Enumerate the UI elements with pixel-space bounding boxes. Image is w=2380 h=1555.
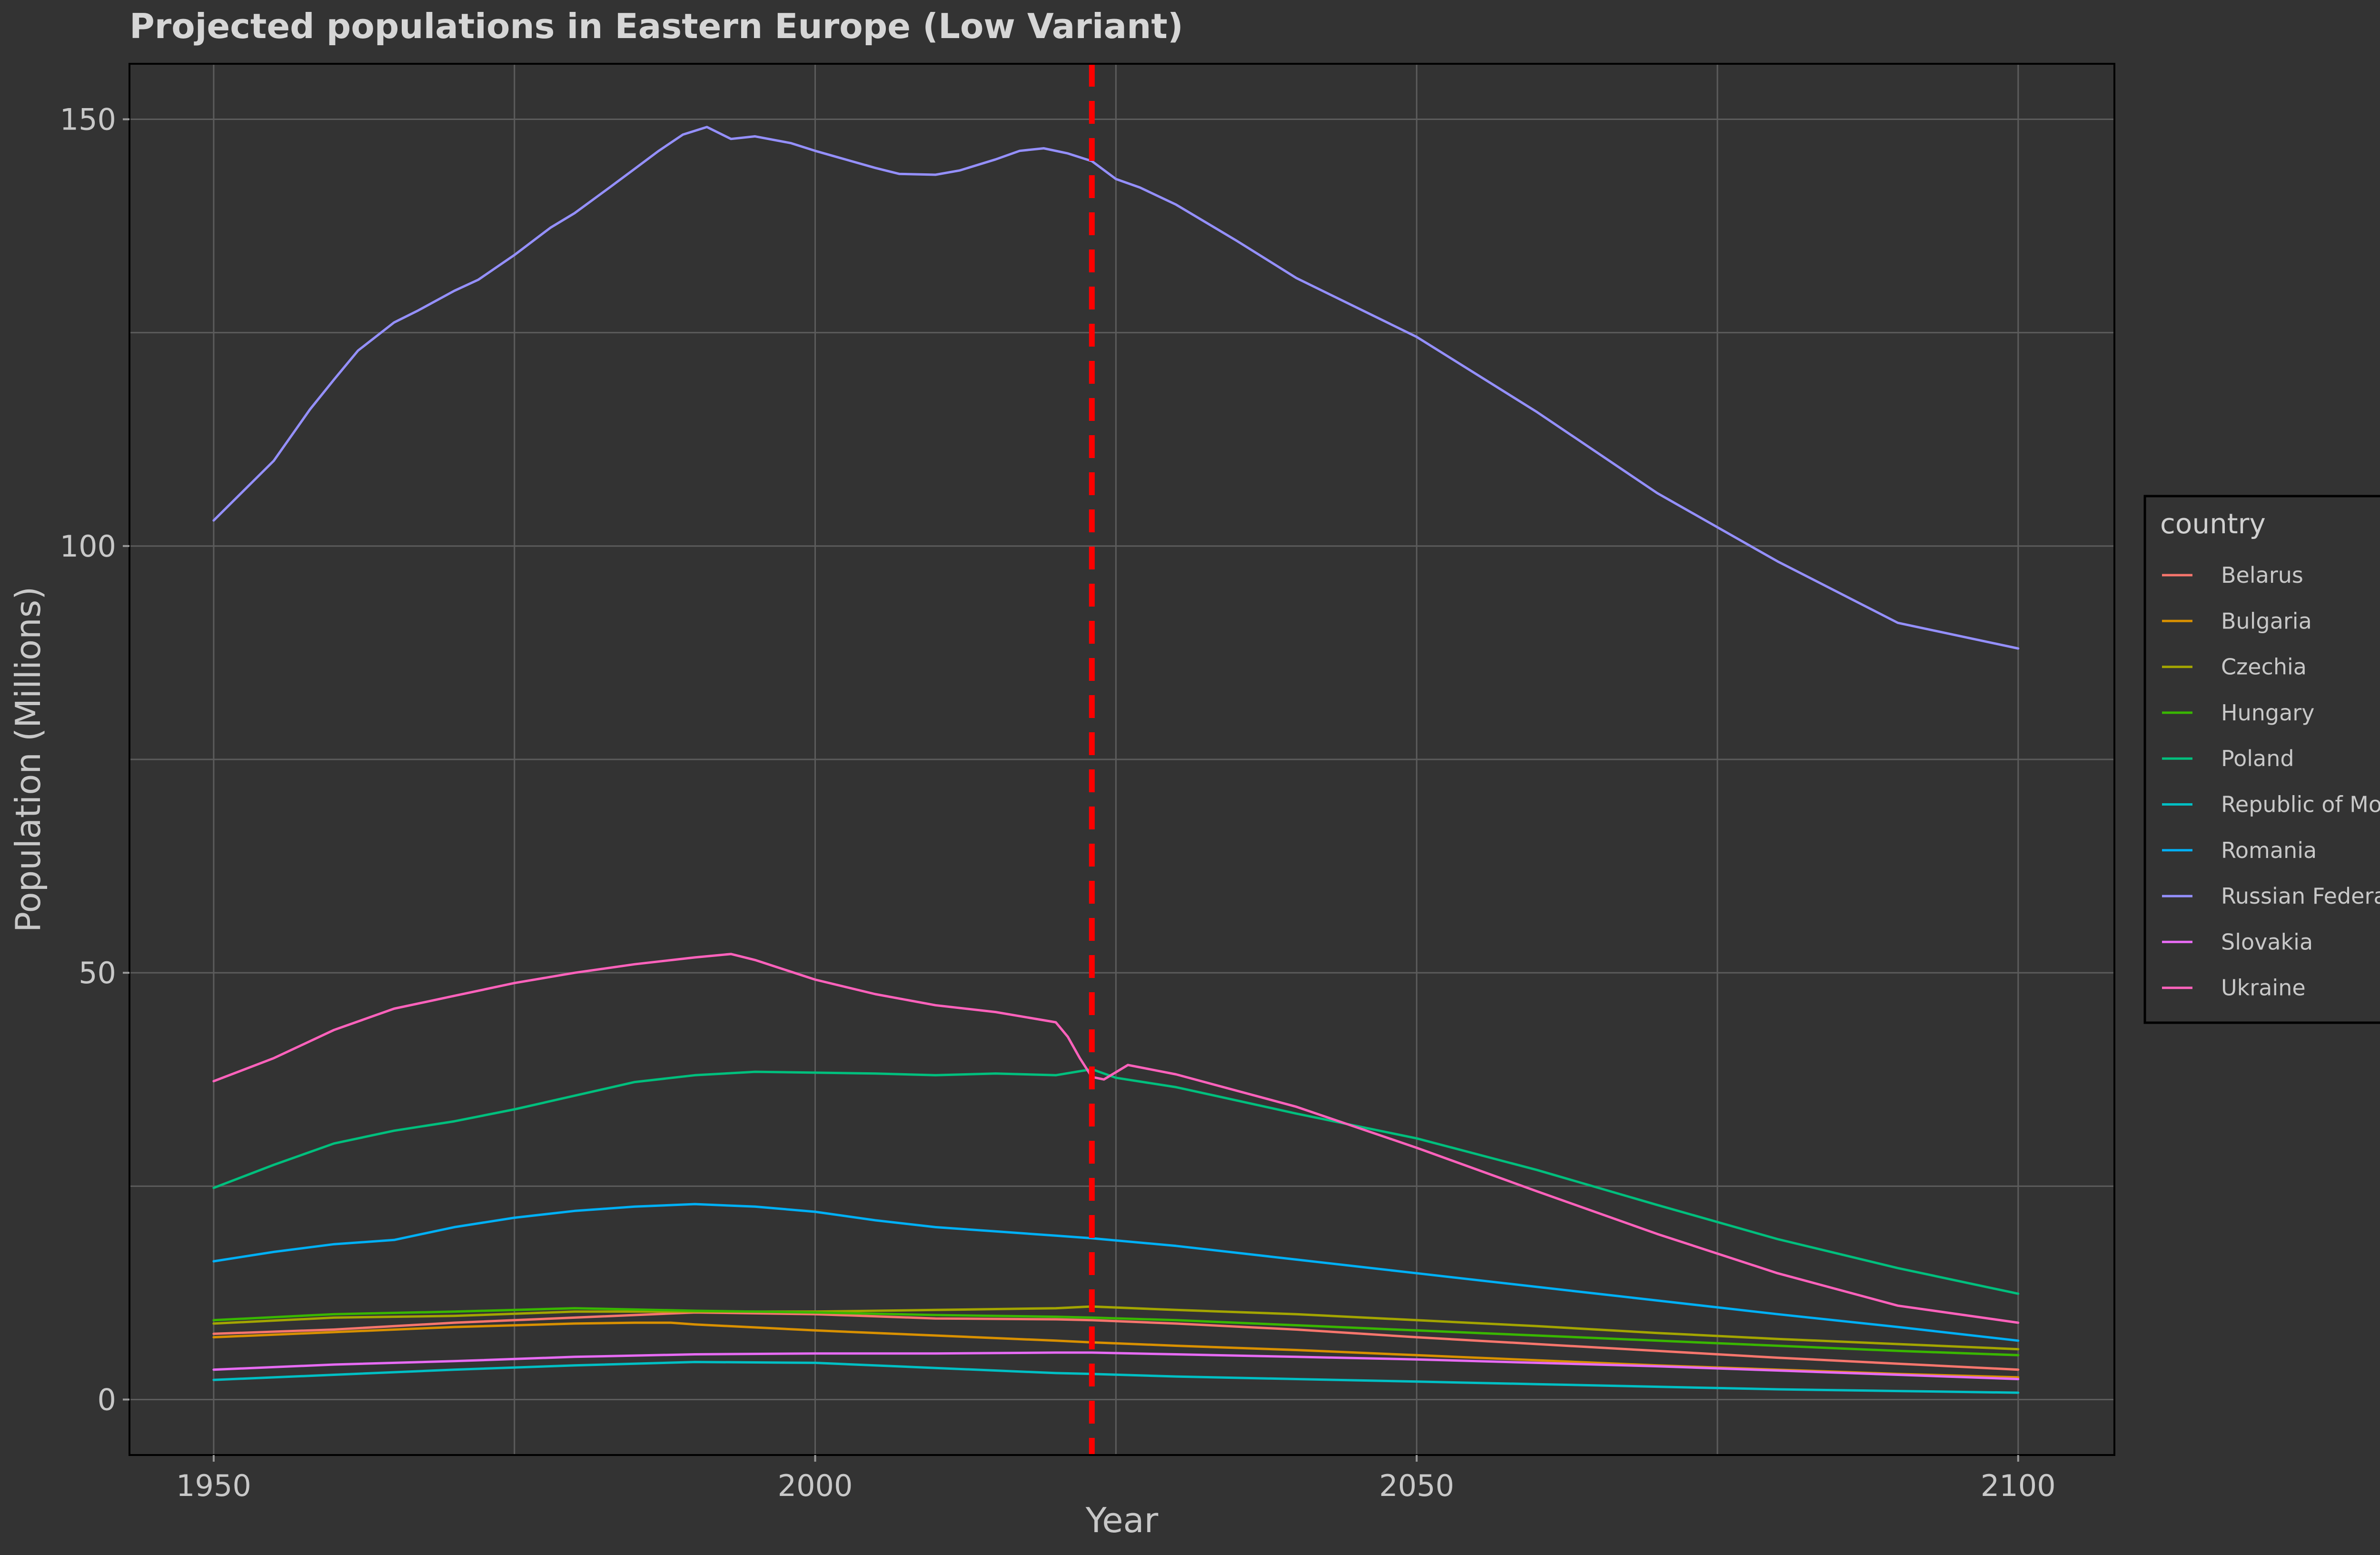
series-line-belarus xyxy=(212,1311,2020,1371)
y-axis-title: Population (Millions) xyxy=(8,587,48,933)
legend-items: Belarus Bulgaria Czechia Hungary Poland Repub… xyxy=(2162,562,2380,1001)
legend-title: country xyxy=(2160,508,2266,540)
legend-label-czechia: Czechia xyxy=(2221,654,2307,680)
y-tick-label: 50 xyxy=(79,956,116,990)
axis-ticks: 0 50 100 150 1950 2000 2050 2100 xyxy=(60,102,2056,1503)
x-tick-label: 2100 xyxy=(1981,1468,2056,1503)
legend-label-belarus: Belarus xyxy=(2221,562,2303,588)
y-tick-label: 150 xyxy=(60,102,116,137)
y-tick-label: 100 xyxy=(60,529,116,564)
legend: country Belarus Bulgaria Czechia Hungary Pol… xyxy=(2143,495,2380,1024)
legend-label-bulgaria: Bulgaria xyxy=(2221,608,2312,634)
series-line-hungary xyxy=(212,1307,2020,1356)
series-line-russian-federation xyxy=(212,126,2020,650)
legend-label-russian-federation: Russian Federation xyxy=(2221,883,2380,909)
legend-label-hungary: Hungary xyxy=(2221,700,2314,726)
x-tick-label: 1950 xyxy=(176,1468,251,1503)
legend-label-republic-of-moldova: Republic of Moldova xyxy=(2221,792,2380,817)
legend-label-poland: Poland xyxy=(2221,746,2294,771)
legend-label-slovakia: Slovakia xyxy=(2221,929,2313,955)
x-axis-title: Year xyxy=(1085,1500,1159,1540)
y-tick-label: 0 xyxy=(98,1382,116,1417)
gridlines xyxy=(129,64,2114,1455)
legend-label-ukraine: Ukraine xyxy=(2221,975,2306,1001)
x-tick-label: 2000 xyxy=(778,1468,853,1503)
series-line-slovakia xyxy=(212,1351,2020,1380)
chart-title: Projected populations in Eastern Europe … xyxy=(129,6,1183,46)
series-lines xyxy=(212,126,2020,1394)
series-line-ukraine xyxy=(212,953,2020,1324)
legend-label-romania: Romania xyxy=(2221,837,2317,863)
plot-panel-border xyxy=(129,63,2115,1456)
x-tick-label: 2050 xyxy=(1379,1468,1454,1503)
series-line-romania xyxy=(212,1203,2020,1342)
series-line-poland xyxy=(212,1068,2020,1295)
